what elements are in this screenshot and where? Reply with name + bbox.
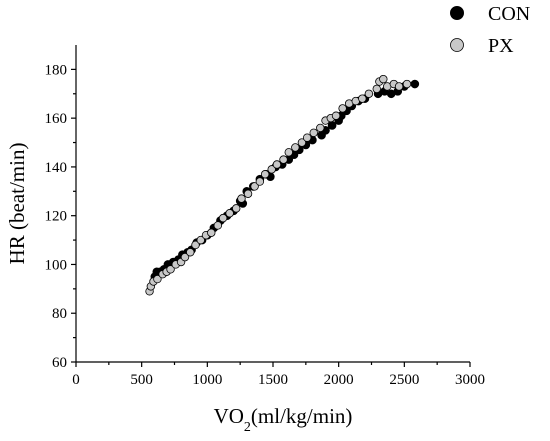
data-point [218,213,228,223]
legend-label-px: PX [488,35,514,57]
y-tick-label: 120 [45,209,68,225]
x-tick-label: 1000 [192,372,222,388]
data-point [302,133,312,142]
x-tick-label: 1500 [258,372,288,388]
x-ticks: 0 500 1000 1500 2000 2500 3000 [72,362,485,388]
data-point [153,274,162,284]
x-tick-label: 3000 [455,372,485,388]
y-tick-label: 60 [52,355,67,371]
data-point [364,89,374,98]
y-axis-title: HR (beat/min) [5,143,29,265]
y-tick-label: 100 [45,257,68,273]
x-tick-label: 2000 [324,372,354,388]
data-point [372,84,381,94]
data-point [237,194,246,203]
data-point [291,143,300,152]
data-point [358,94,367,103]
x-tick-label: 2500 [389,372,419,388]
data-point [243,189,253,198]
data-point [260,170,270,179]
x-tick-label: 0 [72,372,80,388]
data-point [166,265,175,274]
data-point [379,74,388,84]
legend-label-con: CON [488,3,530,25]
data-point [394,82,404,91]
data-point [196,235,205,245]
data-point [338,104,347,113]
x-axis-title-subscript: 2 [244,420,251,435]
data-point [309,128,318,137]
y-ticks: 60 80 100 120 140 160 180 [45,62,76,371]
x-axis-title: VO2(ml/kg/min) [214,404,353,435]
x-axis-title-main: VO [214,404,244,428]
data-point [250,182,259,191]
data-points [145,74,420,296]
data-point [186,248,195,257]
data-point [232,204,241,213]
data-point [207,228,216,237]
x-axis-title-unit: (ml/kg/min) [251,404,353,428]
y-tick-label: 180 [45,62,68,78]
series-px [145,74,412,296]
y-tick-label: 160 [45,111,68,127]
x-tick-label: 500 [130,372,153,388]
data-point [297,138,307,147]
axes: 0 500 1000 1500 2000 2500 3000 60 80 100 120 140 16… [45,45,485,388]
y-tick-label: 140 [45,160,68,176]
data-point [316,123,325,133]
data-point [255,177,265,186]
data-point [279,155,288,164]
data-point [331,111,341,120]
data-point [284,148,293,157]
y-tick-label: 80 [52,306,67,322]
legend-marker-con [450,6,464,20]
data-point [191,240,200,250]
data-point [180,252,190,262]
data-point [213,221,223,230]
data-point [402,79,412,89]
legend: CON PX [450,3,530,57]
data-point [410,79,420,89]
data-point [225,209,234,218]
data-point [267,165,276,174]
data-point [272,160,282,169]
legend-marker-px [450,38,464,52]
data-point [327,121,337,130]
